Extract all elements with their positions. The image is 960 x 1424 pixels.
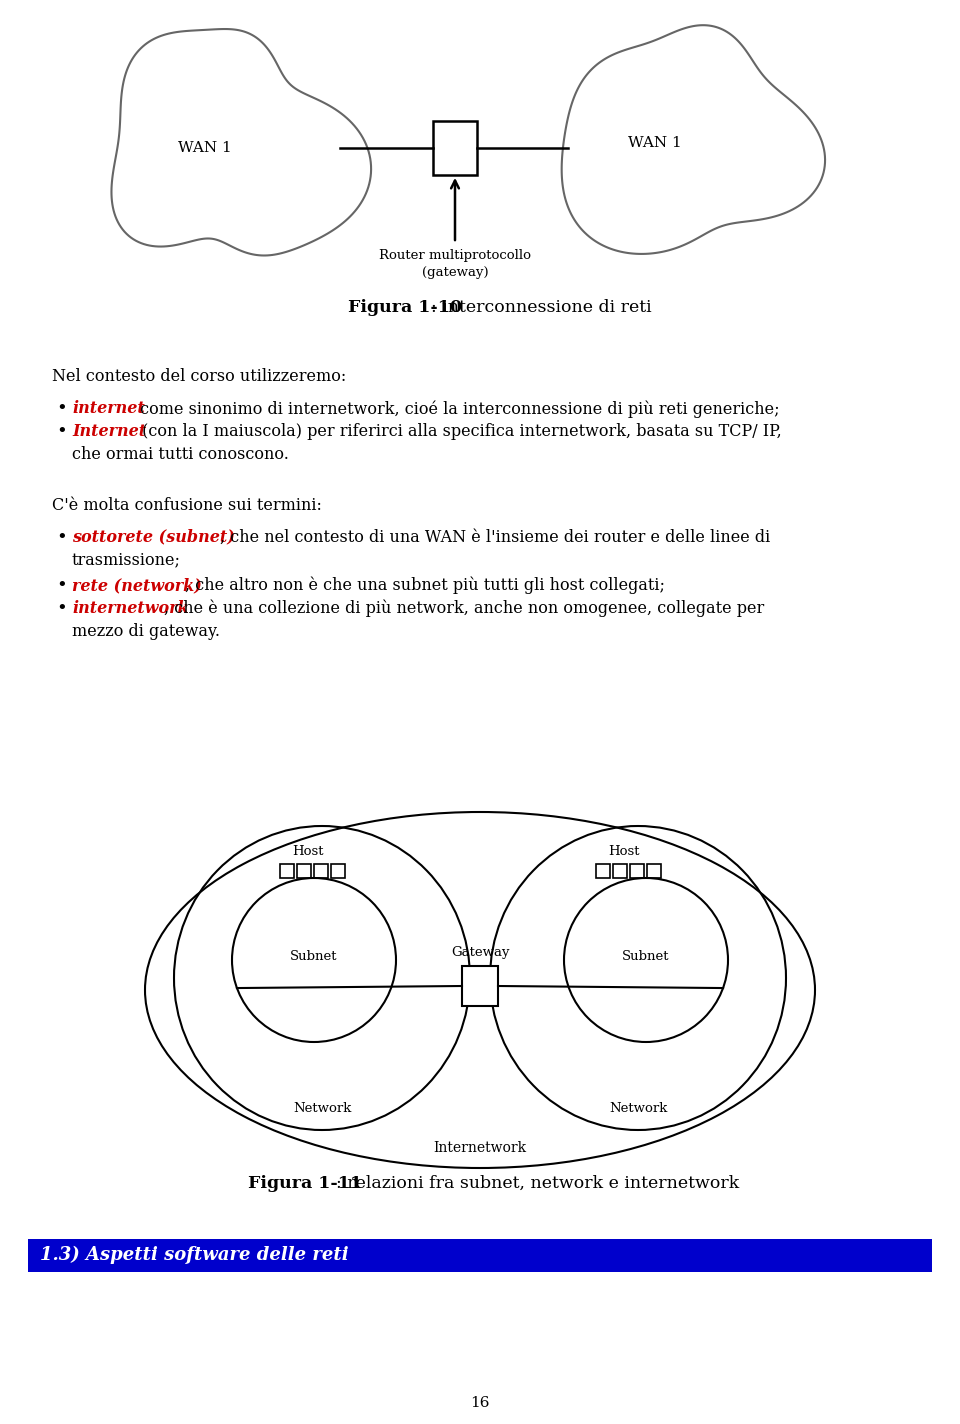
Bar [331, 864, 345, 879]
Text: , che nel contesto di una WAN è l'insieme dei router e delle linee di: , che nel contesto di una WAN è l'insiem… [220, 528, 770, 545]
Text: mezzo di gateway.: mezzo di gateway. [72, 622, 220, 639]
Text: C'è molta confusione sui termini:: C'è molta confusione sui termini: [52, 497, 322, 514]
FancyBboxPatch shape [462, 965, 498, 1005]
Text: •: • [56, 528, 67, 547]
Bar [647, 864, 661, 879]
Bar [613, 864, 627, 879]
Bar [280, 864, 294, 879]
Text: internetwork: internetwork [72, 600, 188, 617]
Text: Network: Network [293, 1102, 351, 1115]
Text: Network: Network [609, 1102, 667, 1115]
Text: rete (network): rete (network) [72, 577, 202, 594]
Text: Subnet: Subnet [622, 950, 670, 963]
Text: 16: 16 [470, 1396, 490, 1410]
Text: internet: internet [72, 400, 145, 417]
Text: Internet: Internet [72, 423, 146, 440]
Text: Subnet: Subnet [290, 950, 338, 963]
Text: : relazioni fra subnet, network e internetwork: : relazioni fra subnet, network e intern… [336, 1175, 739, 1192]
Text: (con la I maiuscola) per riferirci alla specifica internetwork, basata su TCP/ I: (con la I maiuscola) per riferirci alla … [137, 423, 781, 440]
Text: 1.3) Aspetti software delle reti: 1.3) Aspetti software delle reti [40, 1246, 348, 1265]
Text: •: • [56, 400, 67, 419]
Text: , che è una collezione di più network, anche non omogenee, collegate per: , che è una collezione di più network, a… [164, 600, 764, 618]
Text: Figura 1-11: Figura 1-11 [248, 1175, 362, 1192]
Text: •: • [56, 600, 67, 618]
FancyBboxPatch shape [433, 121, 477, 175]
Bar [314, 864, 328, 879]
Text: Host: Host [609, 844, 639, 859]
Text: •: • [56, 577, 67, 595]
Bar [630, 864, 644, 879]
Text: che ormai tutti conoscono.: che ormai tutti conoscono. [72, 446, 289, 463]
Text: Gateway: Gateway [451, 946, 509, 958]
Bar [297, 864, 311, 879]
Text: : interconnessione di reti: : interconnessione di reti [431, 299, 652, 316]
Text: Host: Host [292, 844, 324, 859]
Text: Router multiprotocollo: Router multiprotocollo [379, 249, 531, 262]
Text: trasmissione;: trasmissione; [72, 551, 181, 568]
Text: come sinonimo di internetwork, cioé la interconnessione di più reti generiche;: come sinonimo di internetwork, cioé la i… [135, 400, 780, 417]
Text: Nel contesto del corso utilizzeremo:: Nel contesto del corso utilizzeremo: [52, 367, 347, 384]
Text: Internetwork: Internetwork [433, 1141, 527, 1155]
Text: •: • [56, 423, 67, 441]
Bar [596, 864, 610, 879]
Bar [28, 1239, 932, 1272]
Text: (gateway): (gateway) [421, 266, 489, 279]
Text: WAN 1: WAN 1 [179, 141, 232, 155]
Text: Figura 1-10: Figura 1-10 [348, 299, 462, 316]
Text: sottorete (subnet): sottorete (subnet) [72, 528, 235, 545]
Text: WAN 1: WAN 1 [628, 137, 682, 150]
Text: , che altro non è che una subnet più tutti gli host collegati;: , che altro non è che una subnet più tut… [185, 577, 665, 594]
